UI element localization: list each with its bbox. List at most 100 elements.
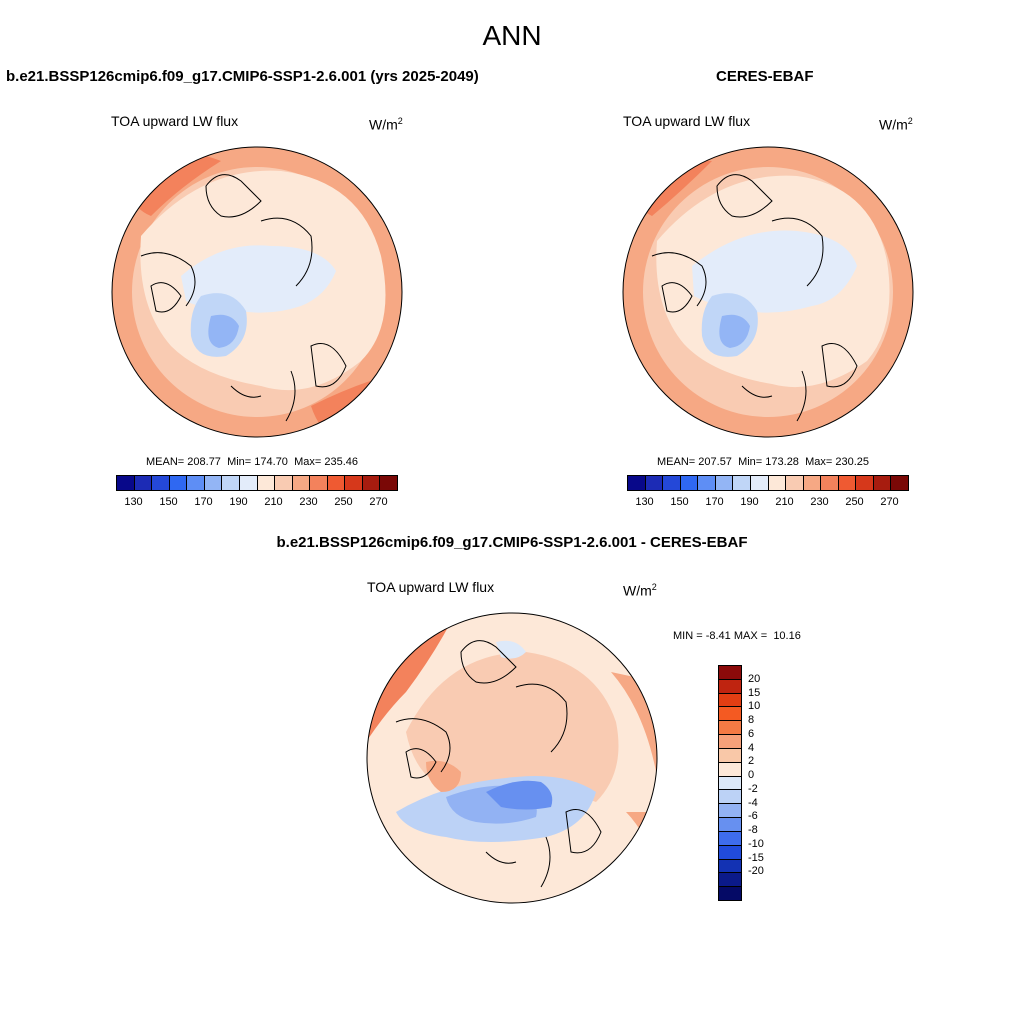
diff-colorbar-swatch (719, 693, 741, 708)
diff-colorbar-label: 4 (748, 741, 755, 754)
model-colorbar-swatch (152, 476, 170, 490)
model-colorbar-swatch (327, 476, 346, 490)
model-colorbar-swatch (204, 476, 223, 490)
model-colorbar-tick: 150 (159, 496, 178, 508)
model-colorbar-tick: 230 (299, 496, 318, 508)
model-colorbar-swatch (187, 476, 205, 490)
model-colorbar-swatch (222, 476, 240, 490)
diff-colorbar-label: 6 (748, 727, 755, 740)
model-panel-title: b.e21.BSSP126cmip6.f09_g17.CMIP6-SSP1-2.… (6, 68, 479, 85)
diff-colorbar-swatch (719, 790, 741, 805)
model-colorbar-ticks: 130 150 170 190 210 230 250 270 (116, 496, 396, 510)
obs-colorbar-tick: 130 (635, 496, 654, 508)
diff-colorbar-label: -2 (748, 782, 758, 795)
diff-colorbar-label: 2 (748, 755, 755, 768)
obs-colorbar-tick: 210 (775, 496, 794, 508)
diff-polar-map (366, 612, 658, 904)
obs-colorbar-tick: 170 (705, 496, 724, 508)
diff-colorbar-swatch (719, 845, 741, 860)
obs-colorbar-swatch (733, 476, 751, 490)
obs-colorbar-swatch (856, 476, 874, 490)
diff-colorbar-label: -15 (748, 851, 764, 864)
model-colorbar-swatch (117, 476, 135, 490)
diff-colorbar-swatch (719, 679, 741, 694)
obs-colorbar-swatch (838, 476, 857, 490)
diff-colorbar-swatch (719, 818, 741, 832)
obs-colorbar-swatch (873, 476, 892, 490)
obs-colorbar-swatch (715, 476, 734, 490)
obs-unit-label: W/m2 (879, 116, 913, 133)
obs-colorbar-swatch (768, 476, 787, 490)
diff-colorbar-label: 0 (748, 769, 755, 782)
obs-colorbar-swatch (645, 476, 664, 490)
diff-unit-label: W/m2 (623, 582, 657, 599)
diff-colorbar-label: 10 (748, 700, 761, 713)
model-stats: MEAN= 208.77 Min= 174.70 Max= 235.46 (146, 456, 358, 468)
diff-colorbar-swatch (719, 762, 741, 777)
obs-colorbar-tick: 190 (740, 496, 759, 508)
model-colorbar-swatch (134, 476, 153, 490)
diff-colorbar-label: 8 (748, 714, 755, 727)
obs-colorbar-tick: 230 (810, 496, 829, 508)
diff-colorbar-label: -20 (748, 865, 764, 878)
diff-colorbar (718, 665, 742, 901)
obs-polar-map (622, 146, 914, 438)
diff-panel-title: b.e21.BSSP126cmip6.f09_g17.CMIP6-SSP1-2.… (276, 534, 748, 551)
diff-colorbar-swatch (719, 721, 741, 736)
obs-colorbar-swatch (803, 476, 822, 490)
diff-colorbar-swatch (719, 873, 741, 888)
obs-colorbar-swatch (628, 476, 646, 490)
obs-colorbar-ticks: 130 150 170 190 210 230 250 270 (627, 496, 907, 510)
model-colorbar-swatch (169, 476, 188, 490)
obs-colorbar-tick: 270 (880, 496, 899, 508)
model-colorbar-tick: 270 (369, 496, 388, 508)
model-polar-map (111, 146, 403, 438)
diff-colorbar-label: -10 (748, 837, 764, 850)
diff-colorbar-label: -4 (748, 796, 758, 809)
obs-colorbar-swatch (891, 476, 908, 490)
obs-colorbar-swatch (750, 476, 769, 490)
model-colorbar (116, 475, 398, 491)
model-colorbar-swatch (257, 476, 276, 490)
model-colorbar-swatch (292, 476, 311, 490)
diff-colorbar-swatch (719, 776, 741, 791)
model-colorbar-tick: 170 (194, 496, 213, 508)
obs-variable-label: TOA upward LW flux (623, 113, 751, 129)
diff-colorbar-swatch (719, 831, 741, 846)
diff-colorbar-swatch (719, 887, 741, 901)
diff-colorbar-label: -6 (748, 810, 758, 823)
model-colorbar-tick: 190 (229, 496, 248, 508)
diff-colorbar-swatch (719, 666, 741, 680)
diff-colorbar-swatch (719, 748, 741, 763)
diff-colorbar-swatch (719, 859, 741, 874)
obs-stats: MEAN= 207.57 Min= 173.28 Max= 230.25 (657, 456, 869, 468)
diff-colorbar-swatch (719, 735, 741, 749)
model-colorbar-swatch (275, 476, 293, 490)
obs-colorbar-tick: 150 (670, 496, 689, 508)
diff-colorbar-label: 15 (748, 686, 761, 699)
obs-panel-title: CERES-EBAF (716, 68, 814, 85)
model-unit-label: W/m2 (369, 116, 403, 133)
obs-colorbar-swatch (786, 476, 804, 490)
diff-colorbar-label: -8 (748, 824, 758, 837)
diff-colorbar-label: 20 (748, 672, 761, 685)
model-colorbar-swatch (310, 476, 328, 490)
obs-colorbar (627, 475, 909, 491)
model-colorbar-swatch (345, 476, 363, 490)
model-colorbar-swatch (362, 476, 381, 490)
obs-colorbar-tick: 250 (845, 496, 864, 508)
obs-colorbar-swatch (663, 476, 681, 490)
obs-colorbar-swatch (698, 476, 716, 490)
diff-minmax: MIN = -8.41 MAX = 10.16 (673, 630, 801, 642)
diff-variable-label: TOA upward LW flux (367, 579, 495, 595)
diff-colorbar-labels: 20 15 10 8 6 4 2 0 -2 -4 -6 -8 -10 -15 -20 (748, 665, 788, 899)
model-colorbar-tick: 250 (334, 496, 353, 508)
diff-colorbar-swatch (719, 804, 741, 819)
model-variable-label: TOA upward LW flux (111, 113, 239, 129)
model-colorbar-swatch (380, 476, 397, 490)
figure-title: ANN (482, 20, 542, 51)
model-colorbar-swatch (239, 476, 258, 490)
obs-colorbar-swatch (680, 476, 699, 490)
model-colorbar-tick: 130 (124, 496, 143, 508)
obs-colorbar-swatch (821, 476, 839, 490)
